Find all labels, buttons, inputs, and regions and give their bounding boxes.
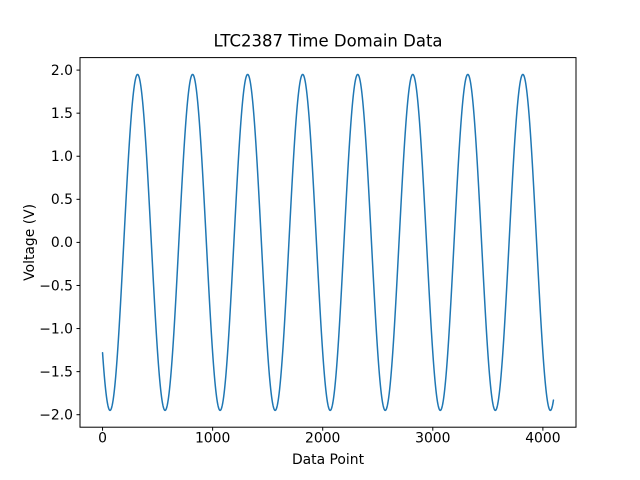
y-tick-label: 0.5 xyxy=(51,192,73,208)
y-tick-label: −2.0 xyxy=(39,408,73,424)
signal-line xyxy=(101,73,555,412)
plot-area xyxy=(79,57,577,428)
y-axis-ticks: 2.0 1.5 1.0 0.5 0.0 −0.5 −1.0 −1.5 −2.0 xyxy=(39,63,80,424)
x-tick-label: 0 xyxy=(98,431,107,447)
chart-title: LTC2387 Time Domain Data xyxy=(213,32,442,51)
y-tick-label: −0.5 xyxy=(39,278,73,294)
x-tick-label: 1000 xyxy=(195,431,230,447)
y-axis-label: Voltage (V) xyxy=(22,204,38,281)
y-tick-label: 1.5 xyxy=(51,106,73,122)
x-tick-label: 4000 xyxy=(525,431,560,447)
x-axis-label: Data Point xyxy=(292,452,365,468)
y-tick-label: 0.0 xyxy=(51,235,73,251)
y-tick-label: −1.5 xyxy=(39,364,73,380)
x-tick-label: 3000 xyxy=(415,431,450,447)
x-tick-label: 2000 xyxy=(305,431,340,447)
y-tick-label: 2.0 xyxy=(51,63,73,79)
y-tick-label: −1.0 xyxy=(39,321,73,337)
y-tick-label: 1.0 xyxy=(51,149,73,165)
x-axis-ticks: 0 1000 2000 3000 4000 xyxy=(98,427,561,447)
